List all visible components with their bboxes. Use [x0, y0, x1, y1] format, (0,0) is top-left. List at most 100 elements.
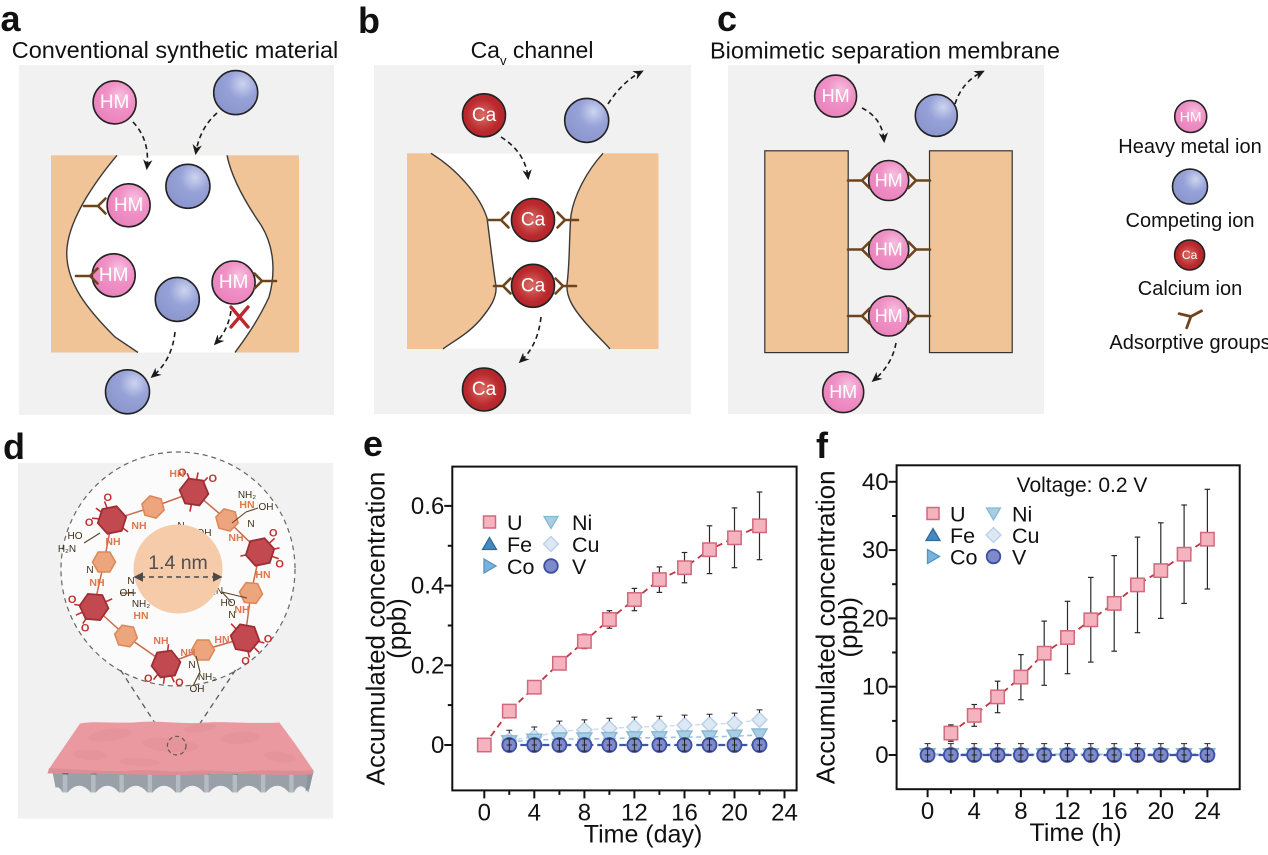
svg-text:O: O [264, 634, 273, 646]
svg-text:b: b [358, 0, 380, 41]
svg-text:NH: NH [153, 635, 168, 647]
svg-text:Ca: Ca [1182, 248, 1198, 262]
svg-text:HM: HM [219, 272, 249, 293]
svg-text:0.2: 0.2 [411, 652, 444, 679]
svg-text:O: O [209, 473, 218, 485]
svg-text:12: 12 [621, 799, 648, 826]
svg-text:O: O [81, 623, 90, 635]
svg-text:HM: HM [875, 240, 903, 260]
svg-text:Co: Co [950, 546, 978, 570]
svg-text:Accumulated concentration: Accumulated concentration [361, 472, 391, 786]
svg-text:NH: NH [89, 577, 104, 589]
svg-text:U: U [507, 511, 523, 535]
svg-text:O: O [269, 528, 278, 540]
svg-text:Time (day): Time (day) [584, 820, 703, 848]
svg-text:4: 4 [528, 799, 541, 826]
svg-text:1.4 nm: 1.4 nm [148, 552, 208, 574]
svg-text:Conventional synthetic materia: Conventional synthetic material [12, 37, 339, 63]
svg-text:N: N [127, 576, 134, 587]
svg-text:20: 20 [862, 605, 889, 632]
svg-text:NH: NH [131, 520, 146, 532]
svg-text:e: e [363, 423, 383, 464]
svg-text:NH₂: NH₂ [238, 490, 256, 501]
svg-text:HN: HN [169, 468, 184, 480]
svg-text:NH: NH [234, 604, 249, 616]
svg-text:HO: HO [221, 598, 236, 609]
svg-text:H₂N: H₂N [58, 544, 76, 555]
svg-text:Cu: Cu [572, 533, 599, 557]
svg-text:HM: HM [822, 86, 850, 106]
svg-text:N: N [86, 565, 93, 576]
svg-text:30: 30 [862, 537, 889, 564]
svg-text:Ca: Ca [472, 379, 497, 400]
svg-text:12: 12 [1054, 798, 1081, 825]
svg-text:N: N [188, 660, 195, 671]
svg-text:Fe: Fe [507, 533, 532, 557]
svg-text:Ca: Ca [472, 105, 497, 126]
svg-text:HN: HN [255, 569, 270, 581]
svg-text:NH: NH [105, 536, 120, 548]
svg-text:Heavy metal ion: Heavy metal ion [1118, 136, 1261, 158]
svg-text:HM: HM [100, 92, 130, 113]
svg-text:20: 20 [721, 799, 748, 826]
svg-text:Cav channel: Cav channel [471, 37, 594, 68]
svg-text:NH: NH [228, 532, 243, 544]
svg-text:0.4: 0.4 [411, 573, 444, 600]
svg-text:Co: Co [507, 555, 535, 579]
svg-text:HM: HM [875, 306, 903, 326]
svg-text:Competing ion: Competing ion [1126, 210, 1255, 232]
svg-text:NH₂: NH₂ [198, 672, 216, 683]
svg-text:4: 4 [968, 798, 981, 825]
svg-text:8: 8 [578, 799, 591, 826]
svg-text:0: 0 [478, 799, 491, 826]
svg-text:0: 0 [875, 742, 888, 769]
svg-text:HM: HM [875, 171, 903, 191]
svg-text:Calcium ion: Calcium ion [1138, 278, 1242, 300]
svg-text:V: V [1012, 546, 1027, 570]
svg-text:Ca: Ca [521, 210, 546, 231]
svg-text:d: d [3, 426, 25, 467]
svg-text:NH₂: NH₂ [132, 599, 150, 610]
svg-text:Time (h): Time (h) [1030, 819, 1122, 847]
svg-text:HN: HN [239, 499, 254, 511]
svg-text:0: 0 [921, 798, 934, 825]
svg-text:0: 0 [431, 732, 444, 759]
svg-text:O: O [85, 517, 94, 529]
svg-text:24: 24 [1194, 798, 1221, 825]
svg-text:c: c [717, 0, 737, 39]
svg-text:10: 10 [862, 674, 889, 701]
svg-text:HM: HM [99, 265, 129, 286]
svg-text:HN: HN [133, 610, 148, 622]
svg-text:(ppb): (ppb) [382, 598, 412, 659]
svg-text:HN: HN [214, 634, 229, 646]
svg-text:O: O [144, 673, 153, 685]
svg-text:Cu: Cu [1012, 524, 1039, 548]
svg-text:8: 8 [1014, 798, 1027, 825]
svg-text:16: 16 [1101, 798, 1128, 825]
svg-text:HM: HM [1180, 109, 1202, 125]
svg-text:OH: OH [259, 502, 274, 513]
svg-text:V: V [572, 555, 587, 579]
svg-text:Ni: Ni [572, 511, 592, 535]
svg-text:24: 24 [771, 799, 798, 826]
svg-text:Ca: Ca [521, 275, 546, 296]
svg-text:O: O [104, 492, 113, 504]
svg-text:HM: HM [114, 195, 144, 216]
svg-text:U: U [950, 503, 966, 527]
svg-text:a: a [1, 0, 22, 39]
svg-text:HM: HM [829, 382, 857, 402]
svg-text:20: 20 [1147, 798, 1174, 825]
svg-text:O: O [175, 677, 184, 689]
svg-text:O: O [68, 594, 77, 606]
svg-text:Voltage: 0.2 V: Voltage: 0.2 V [1017, 474, 1148, 497]
svg-text:0.6: 0.6 [411, 493, 444, 520]
svg-text:Accumulated concentration: Accumulated concentration [811, 470, 841, 784]
svg-text:Biomimetic separation membrane: Biomimetic separation membrane [710, 38, 1060, 64]
svg-text:f: f [816, 425, 829, 466]
svg-text:OH: OH [190, 684, 205, 695]
svg-text:40: 40 [862, 469, 889, 496]
svg-text:O: O [275, 558, 284, 570]
svg-text:Adsorptive groups: Adsorptive groups [1109, 332, 1268, 354]
svg-text:16: 16 [671, 799, 698, 826]
svg-text:(ppb): (ppb) [833, 597, 863, 658]
